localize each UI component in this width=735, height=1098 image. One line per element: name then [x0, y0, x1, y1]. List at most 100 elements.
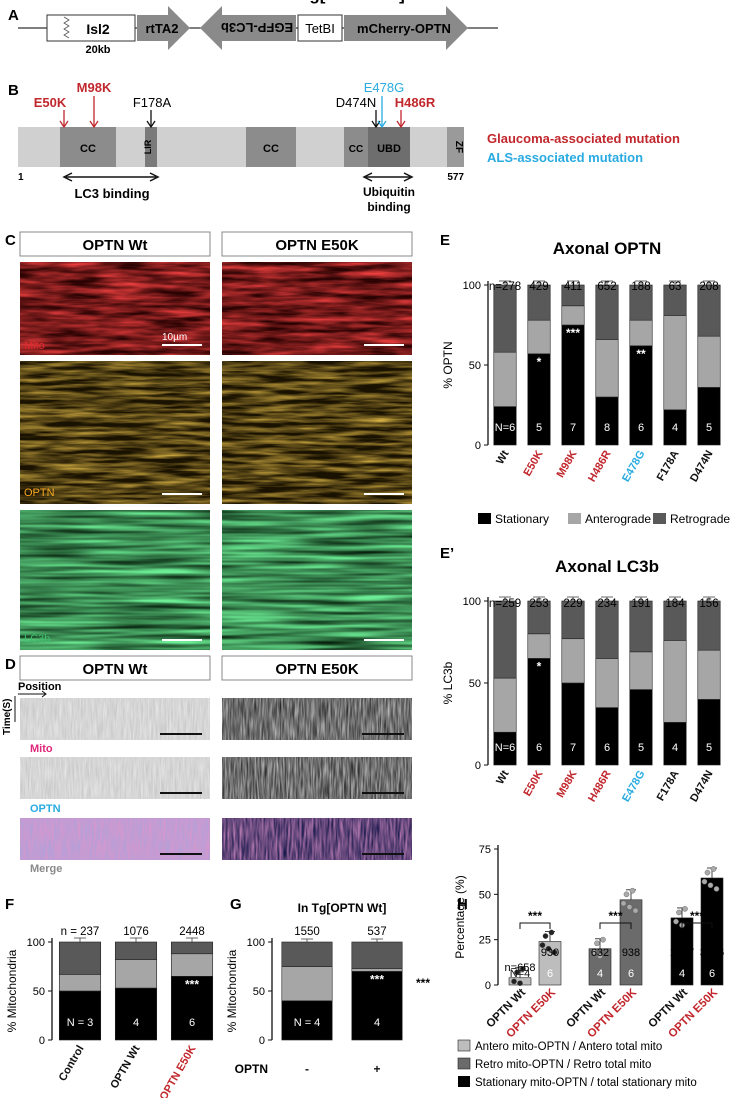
data-point [514, 969, 520, 976]
bar-segment-stationary [595, 707, 619, 766]
rtta2-label: rtTA2 [146, 21, 179, 36]
n-label: 208 [699, 281, 718, 293]
data-point [707, 882, 714, 889]
y-axis-label: % Mitochondria [5, 949, 19, 1032]
x-tick-label: F178A [655, 448, 682, 483]
bar-segment-anterograde [493, 351, 517, 407]
side-significance-label: *** [416, 976, 430, 990]
panel-letter-f: F [5, 896, 14, 913]
N-label: N = 4 [294, 1017, 321, 1029]
N-label: N = 3 [67, 1017, 94, 1029]
n-label: n=278 [489, 281, 521, 293]
tetbi-box [297, 14, 343, 42]
x-tick-label: Control [57, 1044, 87, 1084]
legend-h-antero: Antero mito-OPTN / Antero total mito [475, 1041, 662, 1053]
N-label: N=6 [495, 742, 516, 754]
domain-cc-1 [60, 127, 116, 167]
significance-bracket [519, 922, 551, 929]
n-label: 632 [591, 947, 609, 959]
n-label: 1550 [294, 926, 320, 938]
n-label: n = 237 [61, 926, 100, 938]
bar-segment-anterograde [663, 640, 687, 723]
N-label: 6 [604, 742, 610, 754]
data-point [710, 866, 717, 872]
data-point [682, 906, 688, 912]
rtta2-arrow [137, 6, 190, 50]
domain-cc-2 [246, 127, 296, 167]
y-axis-label: Percentage (%) [453, 875, 467, 958]
panel-c-header-e50k [221, 231, 413, 257]
data-point [551, 949, 558, 956]
data-point [539, 942, 546, 948]
y-tick-label: 100 [463, 280, 481, 292]
n-label: 411 [564, 281, 582, 293]
x-tick-label: F178A [655, 768, 682, 803]
significance-label: *** [185, 977, 199, 991]
domain-cc-3 [344, 127, 368, 167]
N-label: 5 [638, 742, 644, 754]
x-tick-label: E50K [521, 448, 545, 478]
n-label: 234 [597, 598, 617, 610]
bar-segment-anterograde [629, 319, 653, 347]
n-label: 3246 [700, 947, 724, 959]
bar-segment-retrograde [58, 941, 102, 975]
N-label: 4 [597, 968, 603, 980]
y-tick-label: 0 [475, 440, 481, 452]
n-label: 1076 [123, 926, 149, 938]
bar-segment-anterograde [351, 968, 403, 972]
domain-zf-label: ZF [453, 141, 464, 153]
data-point [704, 869, 711, 876]
data-point [620, 900, 627, 907]
N-label: 4 [672, 742, 678, 754]
n-label: 253 [529, 598, 548, 610]
bar-segment-anterograde [697, 649, 721, 700]
label-d-merge: Merge [30, 863, 62, 875]
residue-start-label: 1 [18, 172, 24, 183]
n-label: 191 [631, 598, 650, 610]
mutation-m98k-label: M98K [77, 80, 112, 95]
significance-label: *** [528, 909, 542, 923]
n-label: 1017 [670, 947, 694, 959]
significance-label: *** [690, 909, 704, 923]
isl2-break-icon [63, 16, 70, 39]
n-label: 184 [665, 598, 685, 610]
bar-segment-anterograde [595, 658, 619, 708]
n-label: 429 [529, 281, 548, 293]
chart-title: In Tg[OPTN Wt] [298, 901, 387, 915]
isl2-label: Isl2 [86, 21, 110, 37]
legend-anterograde: Anterograde [585, 512, 651, 526]
panel-letter-e: E [440, 232, 450, 249]
panel-letter-d: D [5, 656, 16, 673]
N-label: 8 [604, 422, 610, 434]
bar-segment-anterograde [561, 305, 585, 326]
ubiquitin-binding-label-1: Ubiquitin [363, 185, 415, 199]
legend-h-stationary: Stationary mito-OPTN / total stationary … [475, 1077, 697, 1089]
data-point [673, 918, 679, 925]
panel-a: A Isl2 20kb rtTA2 EGFP-LC3b TetBI mCherr… [8, 6, 498, 56]
N-label: 5 [706, 742, 712, 754]
scale-bar-label: 10µm [162, 332, 187, 343]
panel-c-title-e50k: OPTN E50K [275, 237, 359, 254]
bar-segment-retrograde [281, 941, 333, 967]
N-label: 6 [547, 968, 553, 980]
n-label: n=259 [489, 598, 521, 610]
bar-segment-stationary [170, 975, 214, 1041]
y-tick-label: 50 [33, 986, 45, 998]
domain-ubd-label: UBD [377, 143, 401, 155]
N-label: 6 [189, 1017, 195, 1029]
significance-label: *** [566, 326, 580, 340]
bar-segment-stationary [114, 987, 158, 1041]
lc3-binding-label: LC3 binding [74, 186, 149, 201]
data-point [594, 940, 600, 947]
y-axis-label: % Mitochondria [225, 949, 239, 1032]
chart-g-mitochondria: In Tg[OPTN Wt] 0 50 100 % Mitochondria 1550 N … [225, 0, 430, 1076]
y-axis-label: % OPTN [441, 341, 455, 388]
n-label: 652 [597, 281, 616, 293]
label-mito: Mito [24, 340, 45, 352]
chart-f-mitochondria: 0 50 100 % Mitochondria n = 237 N = 3 Control 1… [5, 926, 214, 1098]
x-prefix-label: OPTN [235, 1062, 268, 1076]
x-tick-label: E478G [620, 449, 648, 485]
mcherry-optn-label: mCherry-OPTN [357, 21, 451, 36]
x-tick-label: Wt [494, 768, 512, 786]
